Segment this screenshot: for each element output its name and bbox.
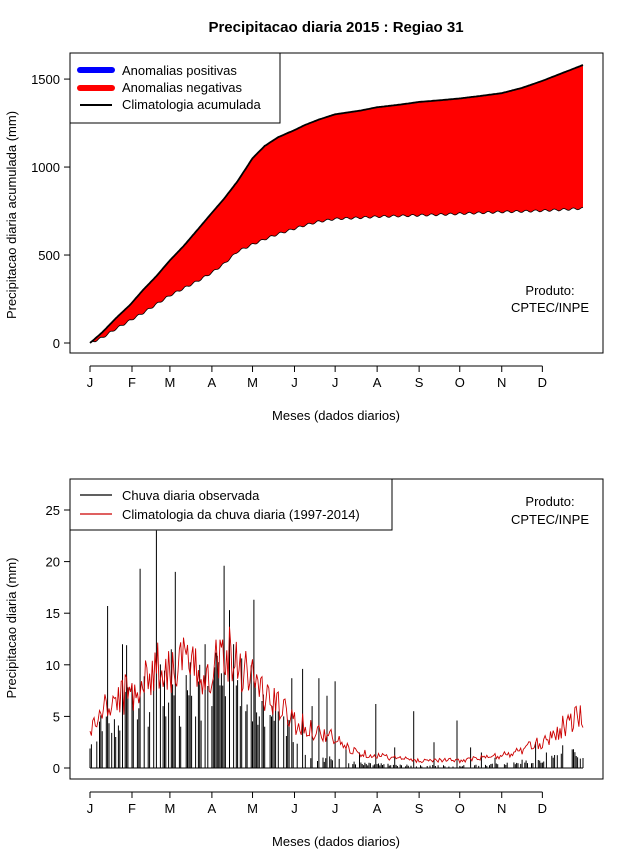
x-tick-label: M (247, 801, 258, 816)
climatology-cumulative-line (89, 64, 584, 344)
x-tick-label: M (247, 375, 258, 390)
top-plot-frame (69, 52, 604, 354)
top-x-axis-label: Meses (dados diarios) (272, 408, 400, 423)
x-tick-label: M (164, 801, 175, 816)
negative-anomaly-area (90, 65, 583, 343)
legend-label-clim-daily: Climatologia da chuva diaria (1997-2014) (122, 507, 360, 522)
legend-label-climatology: Climatologia acumulada (122, 97, 262, 112)
x-tick-label: F (128, 375, 136, 390)
legend-label-observed: Chuva diaria observada (122, 488, 260, 503)
x-tick-label: O (455, 801, 465, 816)
bottom-note-line1: Produto: (525, 494, 574, 509)
top-chart-marks (89, 64, 584, 344)
x-tick-label: N (497, 375, 506, 390)
x-tick-label: S (415, 375, 424, 390)
observed-cumulative-line (89, 207, 584, 343)
x-tick-label: J (332, 375, 339, 390)
top-note-line2: CPTEC/INPE (511, 300, 589, 315)
x-tick-label: J (332, 801, 339, 816)
bottom-note-line2: CPTEC/INPE (511, 512, 589, 527)
bottom-legend-box (69, 478, 393, 531)
x-tick-label: S (415, 801, 424, 816)
y-tick-label: 0 (53, 336, 60, 351)
bottom-chart-marks (89, 530, 584, 769)
top-y-axis-label: Precipitacao diaria acumulada (mm) (4, 111, 19, 319)
x-tick-label: N (497, 801, 506, 816)
x-tick-label: J (291, 801, 298, 816)
legend-label-negative: Anomalias negativas (122, 80, 242, 95)
x-tick-label: A (208, 801, 217, 816)
x-tick-label: D (538, 801, 547, 816)
bottom-y-axis: 0 5 10 15 20 25 (46, 503, 70, 776)
bottom-y-axis-label: Precipitacao diaria (mm) (4, 558, 19, 699)
x-tick-label: A (208, 375, 217, 390)
top-note-line1: Produto: (525, 283, 574, 298)
x-tick-label: F (128, 801, 136, 816)
y-tick-label: 5 (53, 709, 60, 724)
y-tick-label: 15 (46, 606, 60, 621)
y-tick-label: 500 (38, 248, 60, 263)
legend-label-positive: Anomalias positivas (122, 63, 237, 78)
x-tick-label: M (164, 375, 175, 390)
x-tick-label: J (291, 375, 298, 390)
x-tick-label: J (87, 801, 94, 816)
y-tick-label: 1000 (31, 160, 60, 175)
y-tick-label: 10 (46, 658, 60, 673)
chart-title: Precipitacao diaria 2015 : Regiao 31 (208, 19, 463, 36)
top-legend: Anomalias positivas Anomalias negativas … (69, 52, 281, 124)
bottom-chart: 0 5 10 15 20 25 J F M A M J J A S O N D Meses (dados dia… (4, 478, 604, 849)
x-tick-label: A (373, 375, 382, 390)
y-tick-label: 0 (53, 761, 60, 776)
top-y-axis: 0 500 1000 1500 (31, 72, 70, 351)
x-tick-label: D (538, 375, 547, 390)
y-tick-label: 1500 (31, 72, 60, 87)
x-tick-label: A (373, 801, 382, 816)
bottom-legend: Chuva diaria observada Climatologia da c… (69, 478, 393, 531)
x-tick-label: J (87, 375, 94, 390)
y-tick-label: 20 (46, 555, 60, 570)
y-tick-label: 25 (46, 503, 60, 518)
x-tick-label: O (455, 375, 465, 390)
top-chart: Precipitacao diaria 2015 : Regiao 31 0 50… (4, 19, 604, 423)
bottom-x-axis-label: Meses (dados diarios) (272, 834, 400, 849)
climatology-daily-line (89, 626, 584, 764)
